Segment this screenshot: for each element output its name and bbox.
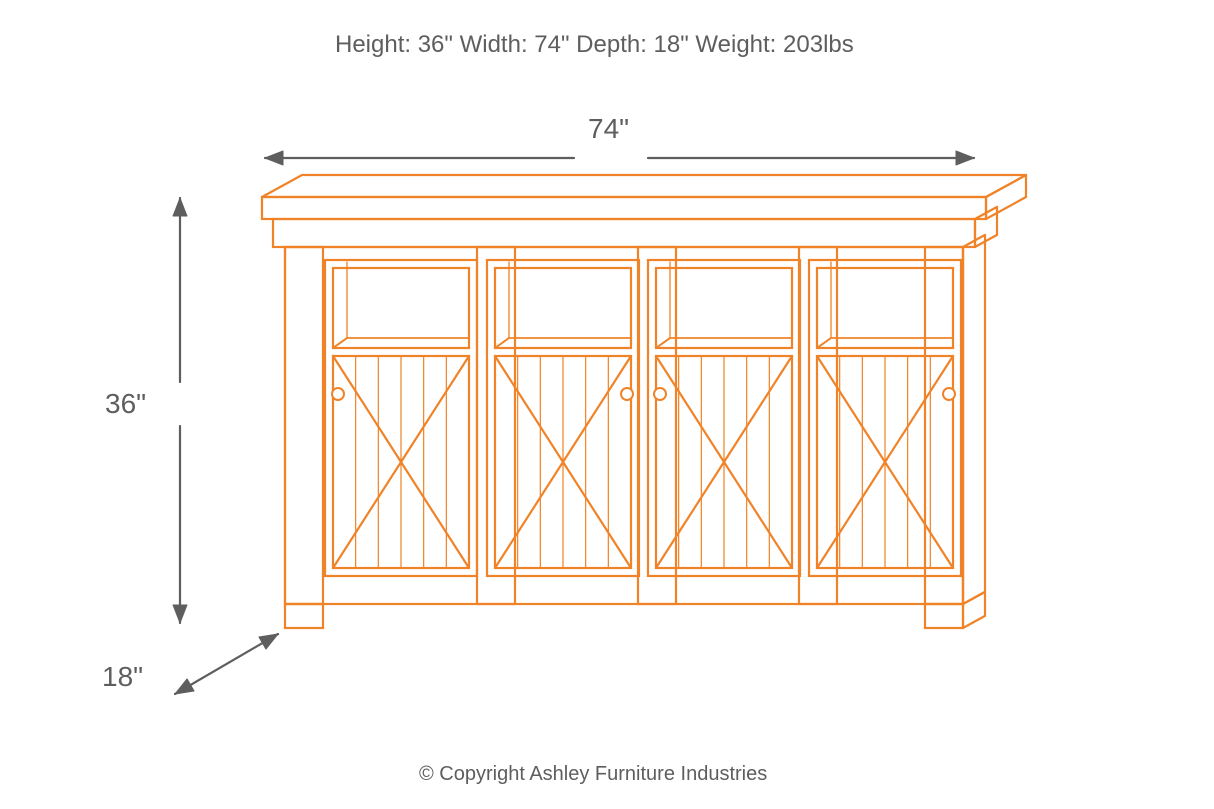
line-drawing [0,0,1214,809]
diagram-canvas: Height: 36" Width: 74" Depth: 18" Weight… [0,0,1214,809]
